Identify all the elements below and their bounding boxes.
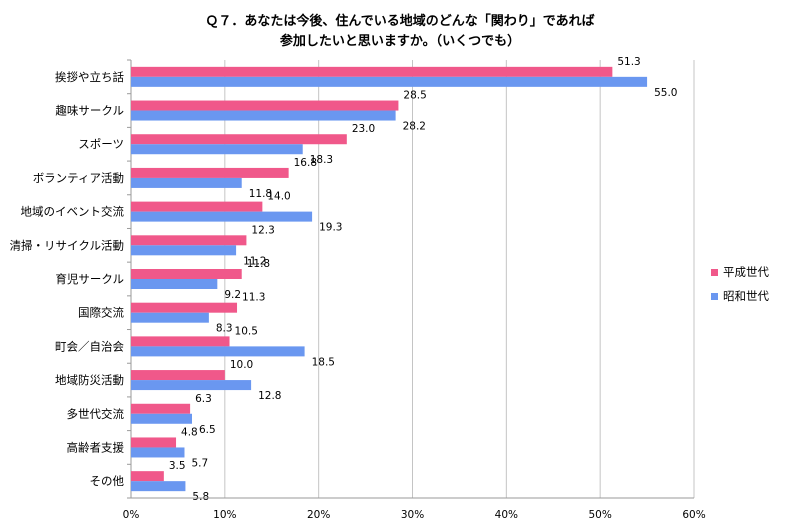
bar [131, 134, 347, 145]
category-label: ボランティア活動 [33, 171, 124, 185]
data-label: 4.8 [181, 426, 198, 438]
bar [131, 76, 648, 87]
bar [131, 370, 225, 381]
x-tick-label: 30% [401, 509, 424, 521]
bar [131, 245, 237, 256]
bar [131, 380, 252, 391]
category-label: 高齢者支援 [67, 440, 125, 454]
data-label: 6.3 [195, 393, 212, 405]
data-label: 6.5 [199, 424, 216, 436]
bar [131, 403, 191, 414]
data-label: 5.8 [192, 491, 209, 503]
bar [131, 177, 242, 188]
bar [131, 346, 305, 357]
category-label: 清掃・リサイクル活動 [10, 238, 124, 252]
bar [131, 201, 263, 212]
data-label: 11.3 [242, 292, 265, 304]
data-label: 23.0 [352, 123, 375, 135]
bar [131, 413, 192, 424]
data-label: 16.8 [294, 157, 317, 169]
data-label: 11.8 [247, 258, 270, 270]
category-label: 多世代交流 [67, 407, 125, 421]
data-label: 51.3 [617, 56, 640, 68]
bar [131, 110, 396, 121]
data-label: 9.2 [224, 289, 241, 301]
legend-label: 昭和世代 [723, 289, 769, 303]
x-tick-label: 60% [682, 509, 705, 521]
category-label: 地域のイベント交流 [21, 205, 125, 219]
bar [131, 66, 613, 77]
data-label: 18.5 [312, 356, 335, 368]
data-label: 10.5 [235, 325, 258, 337]
bar [131, 481, 186, 492]
bar [131, 211, 313, 222]
x-tick-label: 10% [213, 509, 236, 521]
legend-swatch [711, 269, 718, 276]
category-label: 挨拶や立ち話 [55, 70, 124, 84]
data-label: 55.0 [654, 87, 677, 99]
legend-label: 平成世代 [723, 265, 769, 279]
bar [131, 471, 164, 482]
chart-title-line-1: Ｑ７．あなたは今後、住んでいる地域のどんな「関わり」であれば [205, 14, 595, 29]
bar [131, 336, 230, 347]
category-label: 町会／自治会 [55, 339, 124, 353]
bar [131, 312, 209, 323]
data-label: 28.2 [403, 121, 426, 133]
bar [131, 235, 247, 246]
bar [131, 279, 218, 289]
category-label: 趣味サークル [55, 104, 124, 118]
data-label: 5.7 [191, 457, 208, 469]
data-label: 12.3 [251, 224, 274, 236]
x-tick-label: 50% [588, 509, 611, 521]
data-label: 14.0 [267, 191, 290, 203]
data-label: 10.0 [230, 359, 253, 371]
category-label: スポーツ [78, 137, 124, 151]
bar [131, 269, 242, 279]
data-label: 28.5 [403, 90, 426, 102]
bar [131, 447, 185, 458]
data-label: 8.3 [216, 323, 233, 335]
bar [131, 437, 177, 448]
x-tick-label: 0% [123, 509, 140, 521]
data-label: 11.8 [249, 188, 272, 200]
bar [131, 144, 303, 155]
chart-title-line-2: 参加したいと思いますか。（いくつでも） [279, 34, 521, 49]
category-label: 地域防災活動 [55, 373, 124, 387]
category-label: 国際交流 [78, 306, 124, 320]
bar [131, 302, 238, 313]
category-label: 育児サークル [55, 272, 124, 286]
legend-swatch [711, 293, 718, 300]
x-tick-label: 20% [307, 509, 330, 521]
category-label: その他 [90, 474, 125, 488]
x-tick-label: 40% [495, 509, 518, 521]
bar [131, 167, 289, 178]
data-label: 12.8 [258, 390, 281, 402]
data-label: 19.3 [319, 222, 342, 234]
bar [131, 100, 399, 111]
data-label: 18.3 [310, 154, 333, 166]
data-label: 11.2 [243, 255, 266, 267]
data-label: 3.5 [169, 460, 186, 472]
